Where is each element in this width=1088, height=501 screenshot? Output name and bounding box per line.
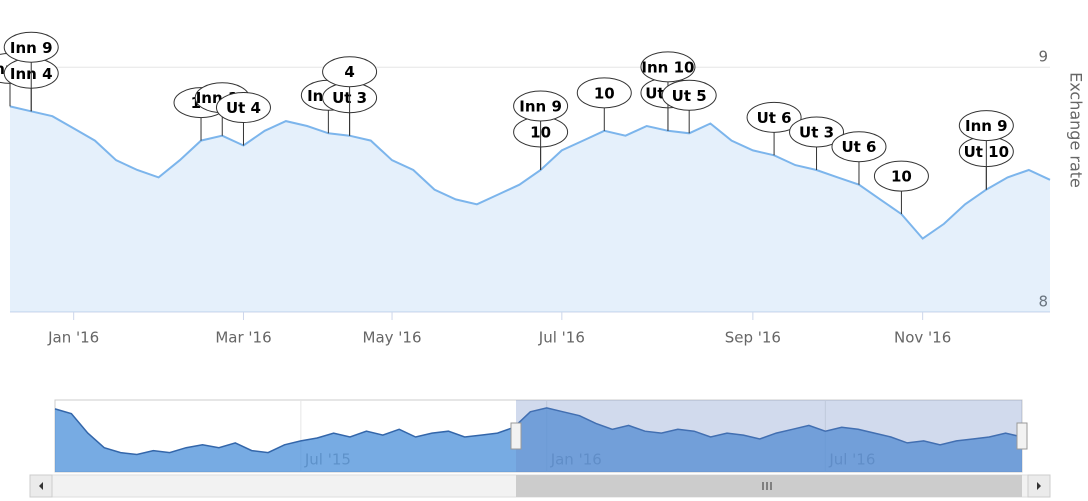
scrollbar-grip (762, 482, 772, 490)
flag-title: Ut 5 (672, 87, 707, 105)
arrow-right (1037, 482, 1041, 490)
navigator-line (54, 407, 1023, 456)
x-tick-label: May '16 (363, 329, 422, 347)
flag-title: Inn 9 (10, 39, 53, 57)
flag: 10 (576, 77, 632, 131)
flag: Inn 9 (513, 90, 569, 171)
flag-shape (576, 77, 632, 109)
flag: Ut 5 (661, 79, 717, 134)
flag-title: Ut 4 (226, 99, 261, 117)
flag: Ut 3 (789, 116, 845, 171)
flag-title: 10 (594, 84, 615, 102)
x-tick-label: Sep '16 (725, 329, 781, 347)
flag-title: 4 (344, 63, 354, 81)
flag: Ut 4 (215, 92, 271, 146)
flag: Inn 9 (958, 110, 1014, 190)
x-tick-label: Jan '16 (47, 329, 99, 347)
y-tick-label: 8 (1038, 293, 1048, 311)
flag-title: Ut 6 (841, 138, 876, 156)
x-tick-label: Nov '16 (894, 329, 951, 347)
flag: 10 (873, 160, 929, 215)
flag-shape (215, 92, 271, 124)
x-tick-label: Jul '16 (538, 329, 585, 347)
flag-title: Ut 6 (757, 109, 792, 127)
handle-right[interactable] (1016, 422, 1028, 450)
flag-title: Inn 9 (519, 98, 562, 116)
navigator-area (55, 407, 1022, 472)
y-tick-label: 9 (1038, 48, 1048, 66)
flag-shape (873, 160, 929, 192)
area-line (9, 105, 1051, 240)
flag: Inn 9 (3, 31, 59, 112)
flag-title: Inn 9 (965, 117, 1008, 135)
area-fill (10, 106, 1050, 313)
flag-title: 10 (891, 168, 912, 186)
flag-title: Inn 10 (641, 58, 694, 76)
y-axis-title: Exchange rate (1067, 72, 1086, 188)
arrow-left (39, 482, 43, 490)
flag: Ut 6 (831, 131, 887, 185)
flag-shape (746, 101, 802, 133)
flag-shape (661, 79, 717, 111)
flag: 4 (322, 56, 378, 136)
scrollbar-thumb[interactable] (516, 475, 1022, 497)
x-tick-label: Mar '16 (215, 329, 271, 347)
flag-shape (322, 56, 378, 88)
flag-shape (3, 31, 59, 63)
flag-shape (513, 90, 569, 122)
flag-title: Ut 3 (799, 124, 834, 142)
flag-shape (789, 116, 845, 148)
navigator-selection (516, 400, 1022, 472)
handle-left[interactable] (510, 422, 522, 450)
flag-shape (831, 131, 887, 163)
flag-shape (640, 51, 696, 83)
flag-shape (958, 110, 1014, 142)
flag: Ut 6 (746, 101, 802, 156)
flag: Inn 10 (640, 51, 696, 131)
